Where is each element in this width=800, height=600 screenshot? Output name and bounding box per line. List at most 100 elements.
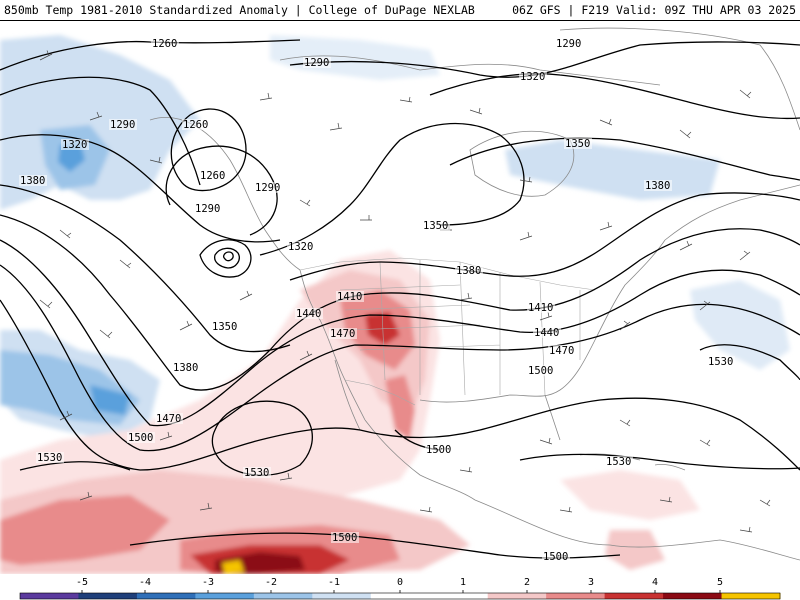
contour-label: 1410 (337, 291, 362, 303)
contour-label: 1260 (200, 170, 225, 182)
coast-central-america (474, 499, 611, 546)
contour-label: 1500 (426, 444, 451, 456)
coast-west-north-america (299, 269, 366, 421)
coast-florida (544, 394, 561, 441)
colorbar-tick-label: -5 (76, 577, 88, 588)
contour-label: 1500 (332, 532, 357, 544)
contour-label: 1530 (244, 467, 269, 479)
contour-label-layer: 1260 1290 1290 1320 1290 1320 1260 1380 1260 1290… (19, 38, 735, 563)
coast-gulf (419, 339, 596, 403)
warm-anomaly-texas (385, 375, 415, 440)
colorbar-swatch (253, 593, 313, 599)
contour-1350-mid (259, 122, 525, 256)
contour-1290-arctic (289, 41, 800, 78)
contour-1440-low (199, 239, 252, 278)
contour-1380-central (289, 192, 800, 281)
wind-barbs (39, 50, 771, 533)
colorbar-tick-label: -1 (328, 577, 340, 588)
colorbar-tick-label: -4 (139, 577, 151, 588)
contour-label: 1290 (255, 182, 280, 194)
cold-anomaly-pacific-strong (90, 385, 130, 415)
colorbar-tick-label: 3 (588, 577, 594, 588)
coast-arctic (279, 55, 661, 86)
colorbar-swatch (136, 593, 196, 599)
contour-label: 1320 (62, 139, 87, 151)
contour-1320-gyre (0, 134, 281, 243)
contour-label: 1440 (296, 308, 321, 320)
colorbar-swatch (20, 593, 79, 599)
contour-label: 1350 (423, 220, 448, 232)
contour-label: 1290 (195, 203, 220, 215)
colorbar-swatch (604, 593, 664, 599)
colorbar-tick-label: 0 (397, 577, 403, 588)
contour-1440 (0, 239, 800, 427)
contour-label: 1440 (534, 327, 559, 339)
colorbar-outline (19, 592, 781, 600)
contour-1440-low-core (222, 251, 234, 262)
contour-1470 (0, 264, 800, 452)
weather-map: 1260 1290 1290 1320 1290 1320 1260 1380 1260 1290… (0, 27, 800, 574)
coast-mexico (364, 419, 476, 501)
warm-anomaly-extreme-peak (222, 560, 244, 574)
contour-label: 1410 (528, 302, 553, 314)
colorbar-swatch (370, 593, 430, 599)
contour-1260-north (0, 39, 301, 71)
contour-label: 1500 (543, 551, 568, 563)
contour-1290-north (0, 76, 201, 186)
colorbar-swatch (429, 593, 489, 599)
contour-1320-east (429, 73, 800, 120)
border-us-mexico (344, 379, 416, 406)
colorbar-tick-label: 1 (460, 577, 466, 588)
contour-label: 1320 (288, 241, 313, 253)
anomaly-colorbar: -5 -4 -3 -2 -1 0 1 2 3 4 5 (0, 574, 800, 600)
contour-label: 1380 (20, 175, 45, 187)
contour-1500 (0, 299, 800, 471)
contour-1350-east (449, 137, 800, 181)
contour-1530-atlantic (699, 344, 800, 381)
contour-label: 1350 (565, 138, 590, 150)
contour-label: 1500 (528, 365, 553, 377)
header-title: 850mb Temp 1981-2010 Standardized Anomal… (4, 3, 475, 17)
cold-anomaly-atlantic (690, 280, 790, 370)
contour-label: 1290 (556, 38, 581, 50)
contour-label: 1260 (183, 119, 208, 131)
contour-label: 1350 (212, 321, 237, 333)
colorbar-tick-label: 4 (652, 577, 658, 588)
contour-label: 1380 (645, 180, 670, 192)
coast-canada-east (664, 184, 800, 241)
map-header: 850mb Temp 1981-2010 Standardized Anomal… (0, 0, 800, 21)
colorbar-swatch (721, 593, 781, 599)
warm-anomaly-central-america (605, 530, 665, 570)
contour-label: 1470 (549, 345, 574, 357)
coast-south-america (609, 539, 800, 561)
contour-label: 1530 (37, 452, 62, 464)
colorbar-swatch (195, 593, 255, 599)
contour-label: 1290 (110, 119, 135, 131)
contour-label: 1380 (456, 265, 481, 277)
colorbar-swatch (663, 593, 723, 599)
contour-label: 1290 (304, 57, 329, 69)
contour-label: 1530 (606, 456, 631, 468)
contour-1290-alaska (165, 145, 278, 236)
contour-1530-closed (211, 400, 313, 476)
colorbar-swatch (546, 593, 606, 599)
colorbar-swatch (312, 593, 372, 599)
contour-label: 1380 (173, 362, 198, 374)
colorbar-tick-label: -3 (202, 577, 214, 588)
colorbar-swatch (487, 593, 547, 599)
contour-label: 1260 (152, 38, 177, 50)
coast-baja (334, 359, 361, 431)
warm-anomaly-caribbean (560, 470, 700, 520)
colorbar-tick-label: 2 (524, 577, 530, 588)
colorbar-tick-label: 5 (717, 577, 723, 588)
colorbar-swatch (78, 593, 138, 599)
contour-label: 1470 (330, 328, 355, 340)
warm-anomaly-south-pacific (0, 495, 170, 565)
colorbar-swatches (19, 592, 781, 600)
header-run-info: 06Z GFS | F219 Valid: 09Z THU APR 03 202… (512, 3, 796, 17)
coast-greenland (559, 27, 800, 131)
coastlines (149, 27, 800, 561)
contour-1530-caribbean (519, 453, 800, 470)
contour-1440-low-inner (214, 247, 240, 269)
contour-label: 1500 (128, 432, 153, 444)
